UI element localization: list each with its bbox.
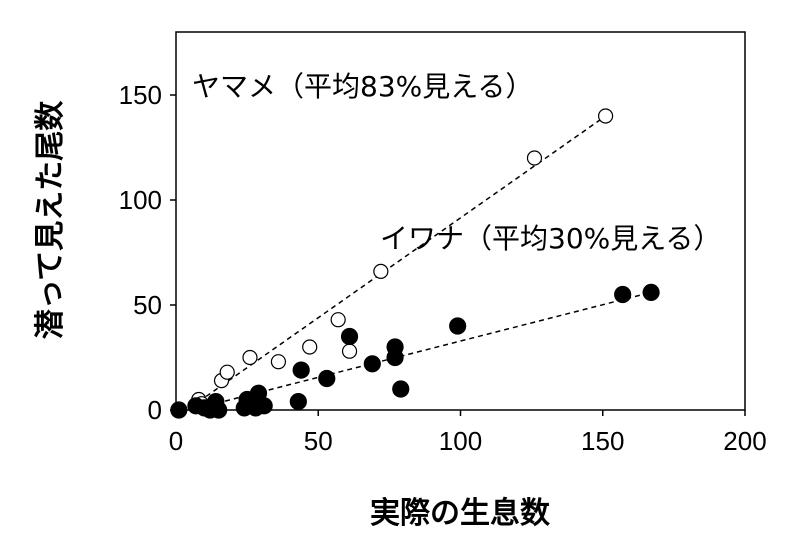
data-point-filled [386, 338, 404, 356]
x-tick-label: 0 [169, 426, 183, 456]
trendline-series-1 [190, 291, 652, 411]
data-point-filled [614, 285, 632, 304]
data-point-filled [289, 393, 307, 411]
data-point-filled [363, 355, 381, 373]
data-point-open [242, 349, 258, 366]
data-point-open [341, 343, 358, 359]
x-tick-label: 50 [304, 426, 333, 456]
y-tick-label: 150 [119, 80, 162, 110]
data-point-open [373, 263, 389, 279]
y-axis-label: 潜って見えた尾数 [33, 100, 68, 339]
y-tick-label: 50 [133, 290, 162, 320]
data-points [170, 108, 660, 419]
data-point-open [597, 108, 614, 124]
data-point-filled [392, 380, 410, 398]
data-point-open [330, 312, 346, 328]
data-point-open [302, 339, 318, 355]
data-point-filled [642, 283, 660, 301]
data-point-filled [210, 401, 228, 419]
annotation-iwana: イワナ（平均30%見える） [380, 222, 721, 255]
data-point-filled [340, 327, 359, 346]
x-tick-label: 150 [581, 426, 624, 456]
data-point-open [526, 150, 543, 166]
axis-ticks: 0 50 100 150 200 0 50 100 150 [119, 80, 767, 456]
data-point-filled [292, 361, 310, 379]
y-tick-label: 100 [119, 185, 162, 215]
y-tick-label: 0 [148, 395, 162, 425]
data-point-filled [318, 369, 336, 388]
x-axis-label: 実際の生息数 [370, 496, 551, 531]
data-point-filled [255, 397, 273, 415]
trendlines [190, 115, 652, 411]
data-point-filled [449, 317, 467, 335]
annotation-yamame: ヤマメ（平均83%見える） [192, 70, 533, 103]
data-point-open [219, 364, 235, 380]
data-point-open [270, 354, 287, 370]
x-tick-label: 100 [439, 426, 482, 456]
x-tick-label: 200 [723, 426, 766, 456]
